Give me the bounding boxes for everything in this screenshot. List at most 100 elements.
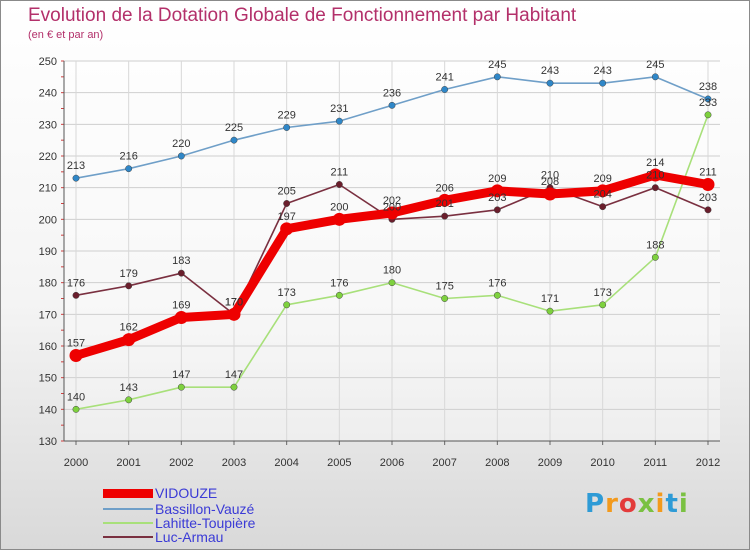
data-label-bassillon-vauze: 243 xyxy=(593,65,611,77)
data-point-luc-armau xyxy=(177,269,185,277)
data-point-vidouze xyxy=(701,178,715,191)
y-tick-label: 160 xyxy=(39,341,57,353)
data-label-bassillon-vauze: 245 xyxy=(646,59,664,71)
data-label-luc-armau: 200 xyxy=(383,201,401,213)
data-label-bassillon-vauze: 236 xyxy=(383,87,401,99)
y-tick-label: 180 xyxy=(39,278,57,290)
legend-swatch-luc-armau xyxy=(103,536,153,538)
data-label-luc-armau: 210 xyxy=(541,170,559,182)
data-point-lahitte-toupiere xyxy=(177,383,185,391)
data-label-luc-armau: 179 xyxy=(119,268,137,280)
data-label-vidouze: 170 xyxy=(225,296,243,308)
y-tick-label: 170 xyxy=(39,309,57,321)
data-point-vidouze xyxy=(648,168,662,182)
data-label-luc-armau: 201 xyxy=(435,198,453,210)
data-label-lahitte-toupiere: 140 xyxy=(67,391,85,403)
y-tick-label: 130 xyxy=(39,436,57,448)
logo-letter: x xyxy=(637,489,656,519)
data-point-lahitte-toupiere xyxy=(230,383,238,391)
data-label-vidouze: 162 xyxy=(119,322,137,334)
legend-swatch-lahitte-toupiere xyxy=(103,522,153,524)
x-tick-label: 2004 xyxy=(274,457,298,469)
data-label-bassillon-vauze: 241 xyxy=(435,72,453,84)
y-tick-label: 240 xyxy=(39,88,57,100)
x-tick-label: 2012 xyxy=(696,457,720,469)
data-point-vidouze xyxy=(174,311,188,324)
data-point-bassillon-vauze xyxy=(283,124,291,131)
data-label-lahitte-toupiere: 147 xyxy=(172,369,190,381)
data-point-vidouze xyxy=(332,212,346,226)
data-label-vidouze: 209 xyxy=(593,173,611,185)
data-label-vidouze: 197 xyxy=(277,211,295,223)
data-label-lahitte-toupiere: 171 xyxy=(541,293,559,305)
data-point-lahitte-toupiere xyxy=(546,307,554,315)
data-label-lahitte-toupiere: 175 xyxy=(435,281,453,293)
x-tick-label: 2002 xyxy=(169,457,193,469)
data-label-vidouze: 206 xyxy=(435,182,453,194)
legend-label-bassillon-vauze: Bassillon-Vauzé xyxy=(155,501,255,517)
data-label-luc-armau: 210 xyxy=(646,170,664,182)
logo-letter: i xyxy=(655,489,666,519)
data-point-bassillon-vauze xyxy=(335,117,343,125)
data-label-vidouze: 169 xyxy=(172,300,190,312)
data-point-luc-armau xyxy=(283,200,291,207)
data-point-bassillon-vauze xyxy=(388,101,396,109)
x-tick-label: 2005 xyxy=(327,457,351,469)
x-tick-label: 2011 xyxy=(644,457,668,469)
data-point-luc-armau xyxy=(125,282,133,290)
data-point-luc-armau xyxy=(441,212,449,220)
data-point-vidouze xyxy=(69,349,83,362)
data-point-vidouze xyxy=(543,187,557,201)
data-label-luc-armau: 176 xyxy=(67,277,85,289)
data-label-lahitte-toupiere: 180 xyxy=(383,265,401,277)
data-point-vidouze xyxy=(490,184,504,198)
series-vidouze xyxy=(69,168,715,362)
data-label-lahitte-toupiere: 233 xyxy=(699,97,717,109)
x-tick-label: 2001 xyxy=(116,457,140,469)
x-tick-label: 2009 xyxy=(538,457,562,469)
y-tick-label: 150 xyxy=(39,373,57,385)
data-label-luc-armau: 170 xyxy=(225,296,243,308)
data-point-lahitte-toupiere xyxy=(335,291,343,299)
data-point-lahitte-toupiere xyxy=(599,301,607,309)
data-point-bassillon-vauze xyxy=(230,136,238,144)
data-point-vidouze xyxy=(385,206,399,220)
legend-label-lahitte-toupiere: Lahitte-Toupière xyxy=(155,515,256,531)
data-point-lahitte-toupiere xyxy=(704,111,712,119)
y-tick-label: 190 xyxy=(39,246,57,258)
data-point-bassillon-vauze xyxy=(125,165,133,173)
data-point-bassillon-vauze xyxy=(441,86,449,93)
data-point-lahitte-toupiere xyxy=(493,291,501,299)
chart-subtitle: (en € et par an) xyxy=(28,29,104,41)
data-label-bassillon-vauze: 238 xyxy=(699,81,717,93)
data-label-vidouze: 157 xyxy=(67,338,85,350)
data-point-bassillon-vauze xyxy=(493,73,501,81)
y-tick-label: 210 xyxy=(39,183,57,195)
data-point-luc-armau xyxy=(493,206,501,214)
legend-swatch-vidouze xyxy=(103,489,153,498)
data-label-vidouze: 209 xyxy=(488,173,506,185)
y-tick-label: 200 xyxy=(39,214,57,226)
x-tick-label: 2008 xyxy=(485,457,509,469)
x-tick-label: 2006 xyxy=(380,457,404,469)
data-label-bassillon-vauze: 243 xyxy=(541,65,559,77)
data-label-vidouze: 214 xyxy=(646,157,664,169)
data-point-vidouze xyxy=(227,307,241,321)
data-point-vidouze xyxy=(438,193,452,207)
data-point-bassillon-vauze xyxy=(72,174,80,182)
data-point-lahitte-toupiere xyxy=(125,396,133,404)
data-label-bassillon-vauze: 245 xyxy=(488,59,506,71)
logo-letter: P xyxy=(585,489,606,519)
y-tick-label: 140 xyxy=(39,404,57,416)
y-tick-label: 220 xyxy=(39,151,57,163)
data-label-lahitte-toupiere: 143 xyxy=(119,382,137,394)
data-point-vidouze xyxy=(122,333,136,347)
data-label-lahitte-toupiere: 176 xyxy=(330,277,348,289)
logo-letter: r xyxy=(605,489,619,519)
data-point-lahitte-toupiere xyxy=(441,295,449,302)
x-tick-label: 2007 xyxy=(432,457,456,469)
brand-logo: Proxiti xyxy=(585,489,689,519)
data-label-luc-armau: 205 xyxy=(277,186,295,198)
data-label-lahitte-toupiere: 173 xyxy=(593,287,611,299)
